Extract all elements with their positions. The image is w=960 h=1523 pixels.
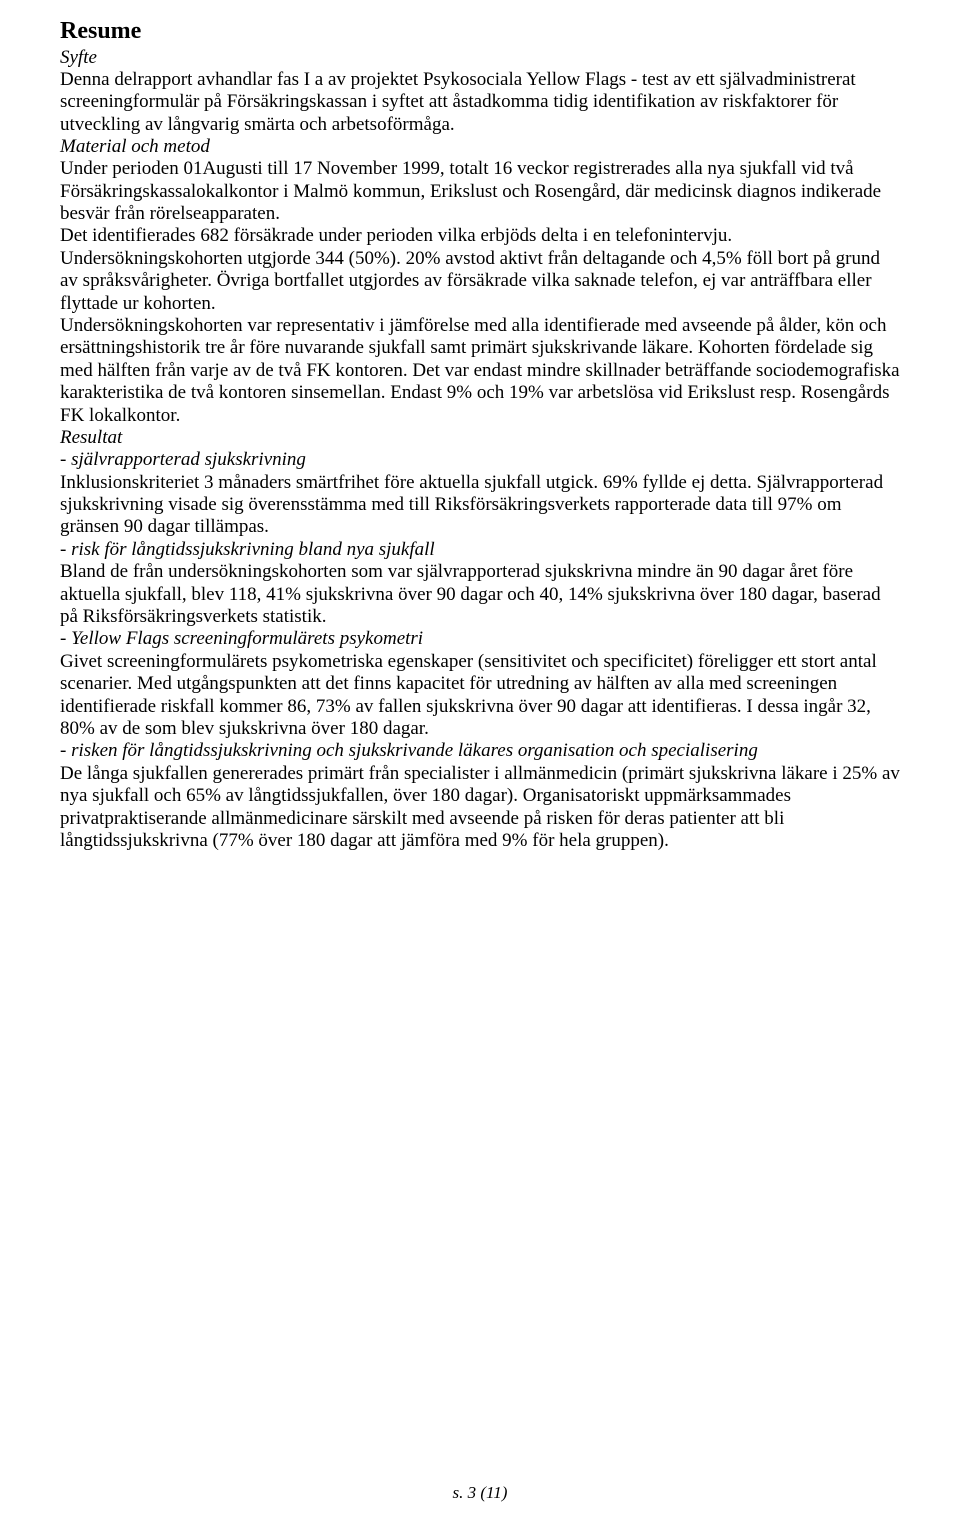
document-page: Resume Syfte Denna delrapport avhandlar … <box>0 0 960 1523</box>
subhead-doctors-org: - risken för långtidssjukskrivning och s… <box>60 740 900 762</box>
subtext-doctors-org: De långa sjukfallen genererades primärt … <box>60 763 900 853</box>
page-footer: s. 3 (11) <box>0 1483 960 1503</box>
subtext-self-reported: Inklusionskriteriet 3 månaders smärtfrih… <box>60 472 900 539</box>
subtext-yellow-flags: Givet screeningformulärets psykometriska… <box>60 651 900 741</box>
subhead-self-reported: - självrapporterad sjukskrivning <box>60 449 900 471</box>
subhead-risk-longterm: - risk för långtidssjukskrivning bland n… <box>60 539 900 561</box>
subhead-yellow-flags: - Yellow Flags screeningformulärets psyk… <box>60 628 900 650</box>
section-text-syfte: Denna delrapport avhandlar fas I a av pr… <box>60 69 900 136</box>
subtext-risk-longterm: Bland de från undersökningskohorten som … <box>60 561 900 628</box>
page-title: Resume <box>60 18 900 45</box>
section-head-syfte: Syfte <box>60 47 900 69</box>
section-text-material: Under perioden 01Augusti till 17 Novembe… <box>60 158 900 427</box>
section-head-material: Material och metod <box>60 136 900 158</box>
section-head-resultat: Resultat <box>60 427 900 449</box>
